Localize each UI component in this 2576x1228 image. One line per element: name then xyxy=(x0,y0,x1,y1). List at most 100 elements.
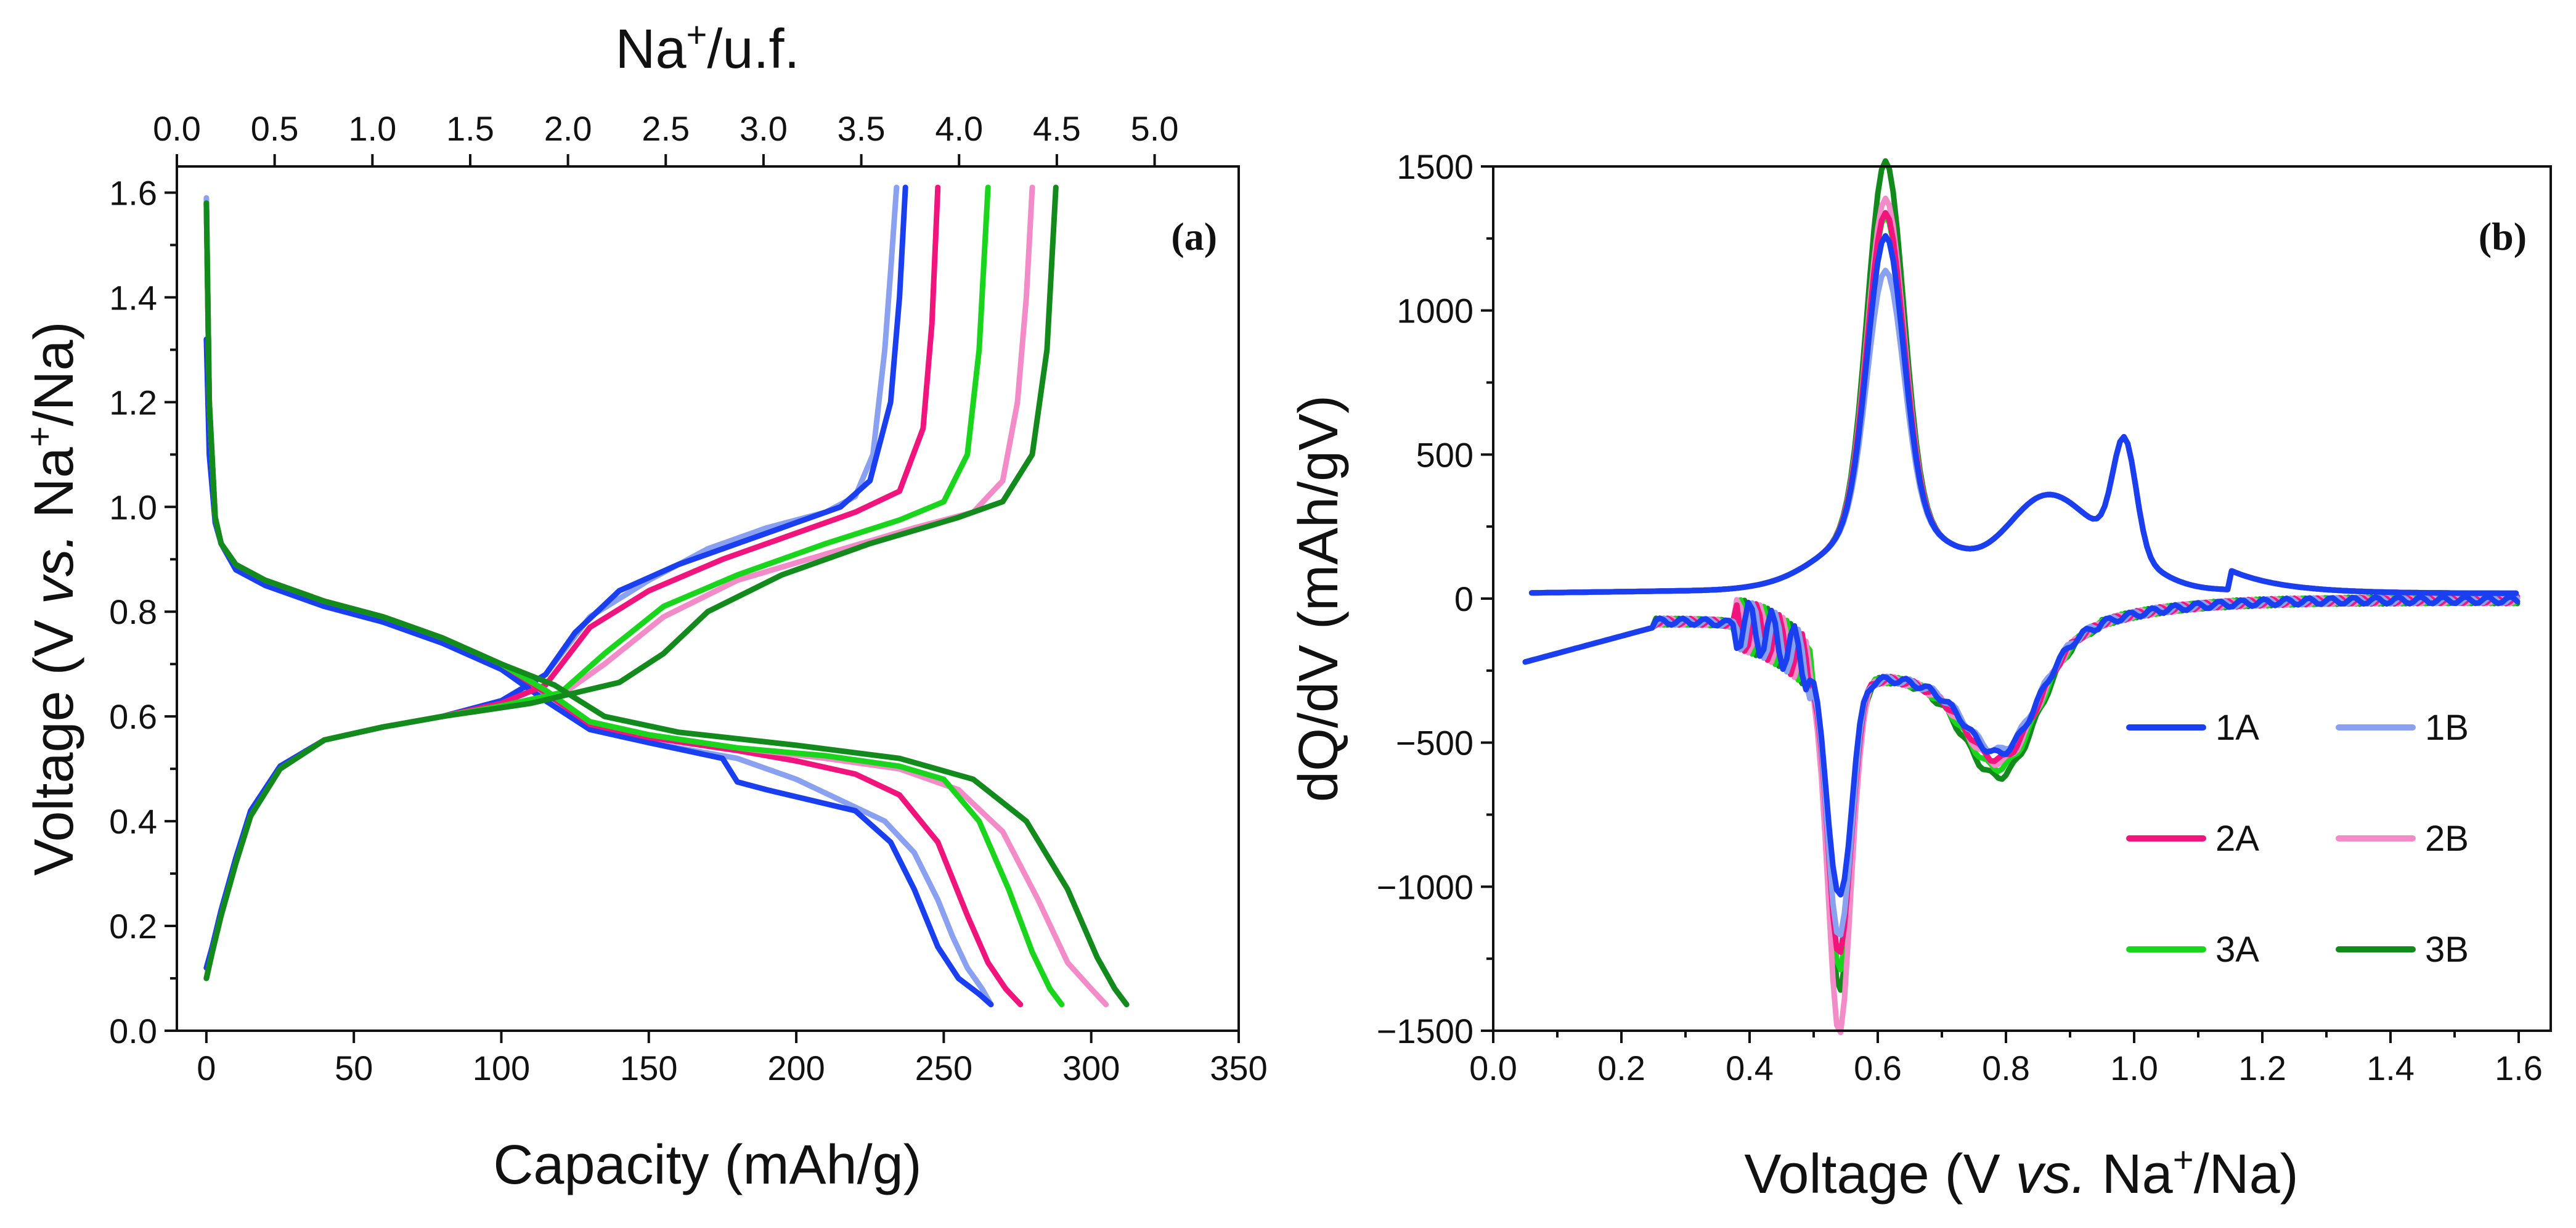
series-1B-anodic xyxy=(1528,268,2519,596)
series-3A-charge xyxy=(203,184,991,981)
y-tick-label-0.2: 0.2 xyxy=(109,907,157,946)
b-y-tick-label--500: −500 xyxy=(1396,724,1473,763)
legend-label-2B: 2B xyxy=(2425,819,2469,859)
panel-a-x-axis-title: Capacity (mAh/g) xyxy=(493,1134,921,1196)
b-y-tick-label-1500: 1500 xyxy=(1396,147,1473,186)
b-y-tick-label--1500: −1500 xyxy=(1377,1012,1473,1050)
b-y-tick-label--1000: −1000 xyxy=(1377,867,1473,906)
top-title-uf: /u.f. xyxy=(707,18,799,80)
panel-a-series-group xyxy=(203,184,1130,1007)
series-1A-charge xyxy=(203,184,908,971)
top-tick-label-2.0: 2.0 xyxy=(544,109,592,148)
legend-label-1B: 1B xyxy=(2425,708,2469,748)
top-tick-label-4.5: 4.5 xyxy=(1033,109,1081,148)
x-tick-label-250: 250 xyxy=(915,1049,972,1087)
b-xlabel-na: Na xyxy=(2087,1144,2174,1205)
series-2A-charge xyxy=(203,184,941,981)
b-x-tick-label-0.0: 0.0 xyxy=(1469,1049,1517,1087)
b-x-tick-label-0.4: 0.4 xyxy=(1726,1049,1774,1087)
b-y-tick-label-500: 500 xyxy=(1416,435,1473,474)
panel-a-plot-frame xyxy=(176,165,1240,1032)
b-x-tick-label-0.2: 0.2 xyxy=(1597,1049,1645,1087)
panel-a-top-axis: 0.0 0.5 1.0 1.5 2.0 2.5 3.0 3.5 4.0 4.5 5.0 xyxy=(153,109,1178,166)
series-3A-anodic xyxy=(1528,213,2519,596)
legend-label-1A: 1A xyxy=(2215,708,2259,748)
b-x-tick-label-0.8: 0.8 xyxy=(1982,1049,2030,1087)
x-tick-label-300: 300 xyxy=(1062,1049,1120,1087)
y-tick-label-0.6: 0.6 xyxy=(109,697,157,736)
legend-label-3B: 3B xyxy=(2425,930,2469,970)
panel-a-y-axis: 0.0 0.2 0.4 0.6 0.8 1.0 1.2 1.4 1.6 xyxy=(109,173,177,1050)
panel-b-dqdv: 0.0 0.2 0.4 0.6 0.8 1.0 1.2 1.4 1.6 −1500 −1000 −5… xyxy=(1288,147,2552,1205)
b-x-tick-label-0.6: 0.6 xyxy=(1854,1049,1902,1087)
panel-b-y-axis-title: dQ/dV (mAh/gV) xyxy=(1288,395,1350,802)
top-title-na: Na xyxy=(615,18,687,80)
series-3B-discharge xyxy=(203,200,1130,1007)
top-tick-label-3.0: 3.0 xyxy=(740,109,788,148)
y-tick-label-0.0: 0.0 xyxy=(109,1012,157,1050)
b-xlabel-vs: vs. xyxy=(2016,1144,2087,1205)
b-x-tick-label-1.2: 1.2 xyxy=(2238,1049,2286,1087)
series-1B-charge xyxy=(203,184,900,981)
panel-a-capacity-voltage: 0 50 100 150 200 250 300 350 0.0 0.2 0.4 0.6 0.8 1.0… xyxy=(20,15,1268,1196)
series-2B-anodic xyxy=(1528,195,2519,596)
y-tick-label-0.8: 0.8 xyxy=(109,592,157,631)
b-x-tick-label-1.0: 1.0 xyxy=(2110,1049,2158,1087)
x-tick-label-50: 50 xyxy=(335,1049,373,1087)
a-ylabel-part-1: Voltage (V xyxy=(23,604,85,875)
a-ylabel-na-end: /Na) xyxy=(23,321,85,426)
panel-a-label: (a) xyxy=(1171,215,1217,258)
y-tick-label-1.4: 1.4 xyxy=(109,278,157,317)
a-ylabel-na: Na xyxy=(23,446,85,533)
top-title-plus: + xyxy=(687,15,707,55)
panel-b-x-axis-title: Voltage (V vs. Na+/Na) xyxy=(1744,1140,2298,1205)
series-3B-cathodic xyxy=(1522,594,2521,993)
series-1A-cathodic xyxy=(1522,594,2521,898)
panel-b-series-group xyxy=(1522,158,2521,1036)
legend-label-3A: 3A xyxy=(2215,930,2259,970)
panel-a-top-axis-title: Na+/u.f. xyxy=(615,15,799,80)
series-2B-cathodic xyxy=(1522,594,2521,1036)
panel-b-legend: 1A 1B 2A 2B 3A 3B xyxy=(2126,708,2469,970)
panel-a-x-axis: 0 50 100 150 200 250 300 350 xyxy=(197,1031,1268,1087)
x-tick-label-150: 150 xyxy=(620,1049,677,1087)
top-tick-label-1.5: 1.5 xyxy=(446,109,494,148)
top-tick-label-0.0: 0.0 xyxy=(153,109,201,148)
top-tick-label-4.0: 4.0 xyxy=(935,109,983,148)
b-xlabel-plus: + xyxy=(2173,1140,2194,1180)
x-tick-label-350: 350 xyxy=(1210,1049,1267,1087)
x-tick-label-0: 0 xyxy=(197,1049,216,1087)
top-tick-label-5.0: 5.0 xyxy=(1131,109,1179,148)
b-y-tick-label-1000: 1000 xyxy=(1396,292,1473,330)
b-xlabel-part-1: Voltage (V xyxy=(1744,1144,2015,1205)
b-x-tick-label-1.4: 1.4 xyxy=(2366,1049,2415,1087)
a-ylabel-vs: vs. xyxy=(23,533,85,604)
panel-b-x-axis: 0.0 0.2 0.4 0.6 0.8 1.0 1.2 1.4 1.6 xyxy=(1469,1031,2543,1087)
series-2B-charge xyxy=(203,184,1035,981)
y-tick-label-1.6: 1.6 xyxy=(109,173,157,212)
legend-label-2A: 2A xyxy=(2215,819,2259,859)
b-y-tick-label-0: 0 xyxy=(1454,579,1473,618)
series-1A-anodic xyxy=(1528,233,2519,596)
series-2A-anodic xyxy=(1528,210,2519,596)
b-x-tick-label-1.6: 1.6 xyxy=(2495,1049,2543,1087)
y-tick-label-0.4: 0.4 xyxy=(109,802,157,841)
top-tick-label-2.5: 2.5 xyxy=(642,109,690,148)
series-3B-anodic xyxy=(1528,158,2519,596)
a-ylabel-plus: + xyxy=(20,426,60,447)
top-tick-label-1.0: 1.0 xyxy=(348,109,396,148)
panel-a-y-axis-title: Voltage (V vs. Na+/Na) xyxy=(20,321,85,875)
y-tick-label-1.0: 1.0 xyxy=(109,488,157,526)
series-3A-cathodic xyxy=(1522,594,2521,973)
x-tick-label-200: 200 xyxy=(767,1049,825,1087)
x-tick-label-100: 100 xyxy=(473,1049,530,1087)
y-tick-label-1.2: 1.2 xyxy=(109,383,157,422)
series-2A-cathodic xyxy=(1522,594,2521,955)
b-xlabel-na-end: /Na) xyxy=(2194,1144,2299,1205)
series-3B-charge xyxy=(203,184,1059,981)
top-tick-label-3.5: 3.5 xyxy=(838,109,886,148)
panel-b-y-axis: −1500 −1000 −500 0 500 1000 1500 xyxy=(1377,147,1493,1050)
panel-b-label: (b) xyxy=(2479,215,2527,258)
series-1B-cathodic xyxy=(1522,594,2521,938)
